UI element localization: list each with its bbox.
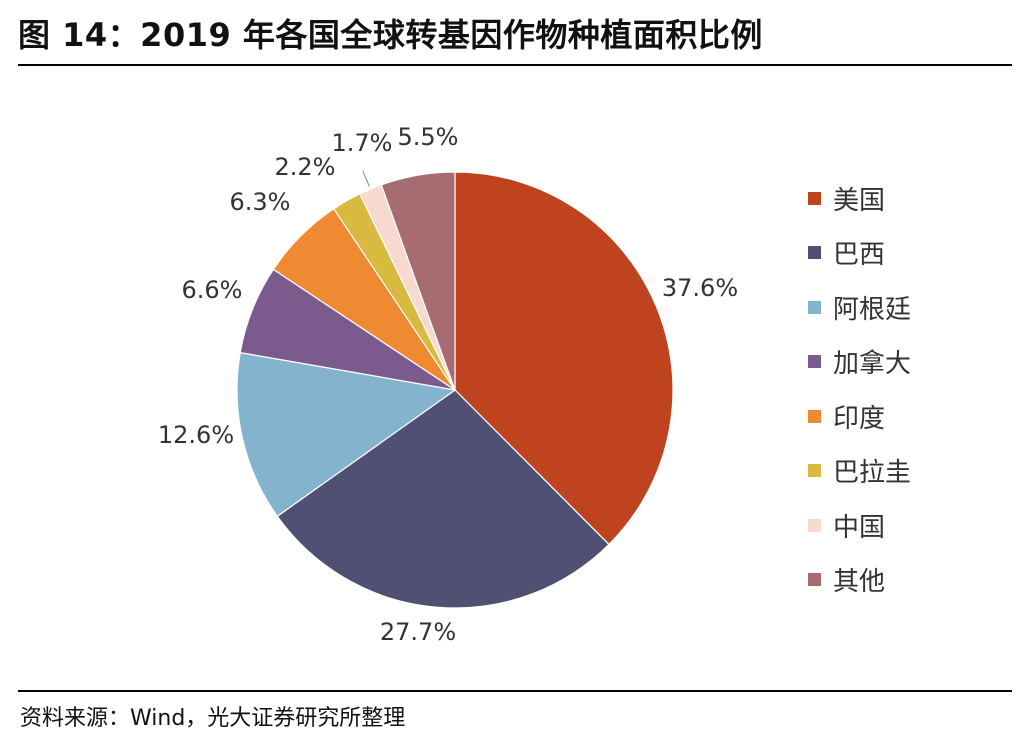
label-leader-lines bbox=[362, 170, 370, 187]
pie-data-labels: 37.6% 27.7% 12.6% 6.6% 6.3% 2.2%1.7% 5.5% bbox=[158, 123, 738, 646]
legend-label: 印度 bbox=[833, 403, 886, 434]
legend: 美国巴西阿根廷加拿大印度巴拉圭中国其他 bbox=[808, 180, 1008, 616]
pie-slice-3 bbox=[236, 351, 457, 518]
legend-swatch bbox=[808, 355, 821, 368]
data-label-6: 2.2% bbox=[275, 153, 336, 181]
pie-slice-8 bbox=[380, 171, 456, 391]
legend-label: 阿根廷 bbox=[833, 294, 912, 325]
legend-swatch bbox=[808, 300, 821, 314]
legend-label: 加拿大 bbox=[833, 349, 912, 379]
legend-label: 巴西 bbox=[833, 240, 886, 270]
data-label-7: 1.7% bbox=[332, 129, 393, 157]
legend-item-8: 其他 bbox=[808, 562, 1008, 598]
legend-item-7: 中国 bbox=[808, 507, 1008, 543]
pie-slice-1 bbox=[454, 171, 674, 546]
data-label-3: 12.6% bbox=[158, 421, 234, 449]
legend-swatch bbox=[808, 191, 821, 205]
legend-item-5: 印度 bbox=[808, 398, 1008, 434]
legend-item-4: 加拿大 bbox=[808, 344, 1008, 380]
source-note: 资料来源：Wind，光大证券研究所整理 bbox=[20, 706, 406, 731]
legend-swatch bbox=[808, 464, 821, 477]
legend-swatch bbox=[808, 409, 821, 423]
data-label-4: 6.6% bbox=[182, 276, 243, 304]
pie-slices bbox=[236, 171, 674, 609]
legend-item-2: 巴西 bbox=[808, 235, 1008, 271]
data-label-1: 37.6% bbox=[662, 274, 738, 302]
leader-line-7 bbox=[362, 170, 370, 187]
legend-label: 美国 bbox=[833, 185, 886, 216]
legend-swatch bbox=[808, 573, 821, 586]
legend-label: 其他 bbox=[833, 567, 886, 597]
legend-item-1: 美国 bbox=[808, 180, 1008, 216]
data-label-5: 6.3% bbox=[230, 188, 291, 216]
source-divider bbox=[18, 690, 1012, 692]
figure-title: 图 14：2019 年各国全球转基因作物种植面积比例 bbox=[18, 16, 763, 54]
legend-item-6: 巴拉圭 bbox=[808, 453, 1008, 489]
legend-label: 巴拉圭 bbox=[833, 458, 912, 488]
data-label-8: 5.5% bbox=[398, 123, 459, 151]
title-divider bbox=[18, 64, 1012, 66]
legend-swatch bbox=[808, 518, 821, 532]
legend-label: 中国 bbox=[833, 512, 886, 543]
legend-swatch bbox=[808, 246, 821, 259]
data-label-2: 27.7% bbox=[380, 618, 456, 646]
legend-item-3: 阿根廷 bbox=[808, 289, 1008, 325]
pie-slice-2 bbox=[276, 389, 610, 609]
